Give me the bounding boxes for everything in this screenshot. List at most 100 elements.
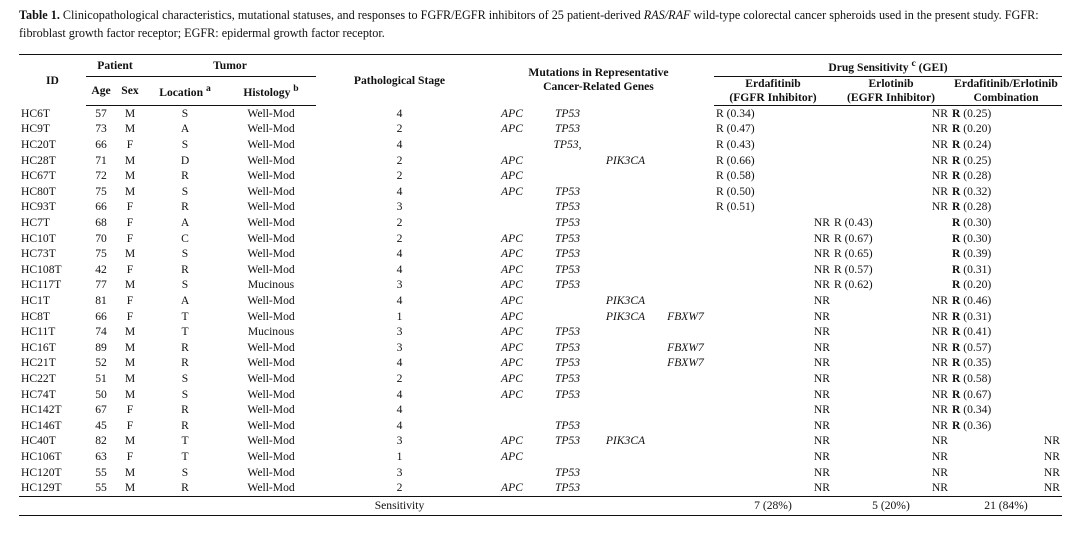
response-flag: R <box>952 262 961 276</box>
cell-sex: M <box>124 325 136 339</box>
table-row: HC11T 74 M T Mucinous 3 APC TP53 NR NR R (0.41) <box>19 324 1062 340</box>
cell-apc: APC <box>501 122 523 136</box>
cell-id: HC28T <box>21 153 56 167</box>
response-flag: R <box>952 231 961 245</box>
table-row: HC8T 66 F T Well-Mod 1 APC PIK3CA FBXW7 NR NR R (0.… <box>19 309 1062 325</box>
cell-apc: APC <box>501 247 523 261</box>
cell-location: T <box>181 309 189 323</box>
header-location-label: Location <box>159 86 204 100</box>
cell-pik3ca: PIK3CA <box>605 434 646 448</box>
table-row: HC93T 66 F R Well-Mod 3 TP53 R (0.51) NR R (0.28) <box>19 199 1062 215</box>
cell-combination: R (0.31) <box>950 309 1062 325</box>
header-id: ID <box>19 54 86 106</box>
cell-erdafitinib: R (0.43) <box>716 138 755 152</box>
cell-location: S <box>181 106 189 120</box>
cell-combination: R (0.24) <box>950 137 1062 153</box>
cell-combination: NR <box>1043 465 1060 479</box>
cell-location: S <box>181 184 189 198</box>
cell-sex: M <box>124 371 136 385</box>
cell-pik3ca <box>594 168 657 184</box>
cell-erdafitinib: NR <box>813 262 830 276</box>
cell-stage: 3 <box>396 340 403 354</box>
cell-combination: NR <box>950 480 1062 497</box>
cell-age: 57 <box>95 106 107 120</box>
cell-pik3ca <box>594 215 657 231</box>
cell-sex: F <box>126 449 134 463</box>
cell-apc: APC <box>501 309 523 323</box>
cell-histology: Well-Mod <box>247 293 295 307</box>
response-flag: R <box>952 418 961 432</box>
response-value: (0.20) <box>960 122 992 136</box>
table-row: HC22T 51 M S Well-Mod 2 APC TP53 NR NR R (0.58) <box>19 371 1062 387</box>
cell-histology: Well-Mod <box>247 122 295 136</box>
response-flag: R <box>952 216 961 230</box>
cell-tp53: TP53 <box>554 340 581 354</box>
cell-location: S <box>181 247 189 261</box>
cell-erlotinib: NR <box>931 293 948 307</box>
table-row: HC40T 82 M T Well-Mod 3 APC TP53 PIK3CA NR NR NR <box>19 433 1062 449</box>
table-row: HC142T 67 F R Well-Mod 4 NR NR R (0.34) <box>19 402 1062 418</box>
cell-fbxw7 <box>657 231 714 247</box>
cell-pik3ca <box>594 340 657 356</box>
cell-histology: Well-Mod <box>247 231 295 245</box>
response-value: (0.28) <box>960 200 992 214</box>
cell-tp53: TP53 <box>554 262 581 276</box>
table-row: HC20T 66 F S Well-Mod 4 TP53, R (0.43) NR R (0.24… <box>19 137 1062 153</box>
cell-stage: 4 <box>396 293 403 307</box>
cell-combination: R (0.35) <box>950 355 1062 371</box>
table-row: HC129T 55 M R Well-Mod 2 APC TP53 NR NR NR <box>19 480 1062 497</box>
response-value: (0.36) <box>960 418 992 432</box>
response-flag: R <box>952 122 961 136</box>
cell-combination: R (0.67) <box>950 387 1062 403</box>
cell-histology: Well-Mod <box>247 418 295 432</box>
cell-tp53: TP53 <box>554 106 581 120</box>
header-drug-sup: c <box>911 58 916 69</box>
cell-histology: Well-Mod <box>247 216 295 230</box>
cell-age: 72 <box>95 169 107 183</box>
cell-erlotinib: NR <box>931 153 948 167</box>
cell-erlotinib: NR <box>931 122 948 136</box>
cell-fbxw7 <box>657 371 714 387</box>
cell-sex: M <box>124 356 136 370</box>
table-caption: Table 1. Clinicopathological characteris… <box>19 6 1059 42</box>
table-row: HC16T 89 M R Well-Mod 3 APC TP53 FBXW7 NR NR R (0.5… <box>19 340 1062 356</box>
cell-combination: R (0.58) <box>950 371 1062 387</box>
cell-sex: F <box>126 418 134 432</box>
cell-pik3ca <box>594 355 657 371</box>
table-row: HC28T 71 M D Well-Mod 2 APC PIK3CA R (0.66) NR R (… <box>19 153 1062 169</box>
cell-sex: F <box>126 309 134 323</box>
cell-apc: APC <box>501 106 523 120</box>
cell-erdafitinib: NR <box>813 293 830 307</box>
cell-erlotinib: NR <box>931 106 948 120</box>
cell-age: 74 <box>95 325 107 339</box>
cell-tp53: TP53 <box>554 418 581 432</box>
cell-erdafitinib: NR <box>813 465 830 479</box>
cell-combination: R (0.30) <box>950 215 1062 231</box>
cell-age: 51 <box>95 371 107 385</box>
table-row: HC7T 68 F A Well-Mod 2 TP53 NR R (0.43) R (0.30) <box>19 215 1062 231</box>
response-value: (0.30) <box>960 216 992 230</box>
cell-tp53: TP53 <box>541 480 594 497</box>
cell-fbxw7 <box>657 121 714 137</box>
cell-pik3ca <box>594 137 657 153</box>
cell-apc <box>483 137 541 153</box>
table-body: HC6T 57 M S Well-Mod 4 APC TP53 R (0.34) NR R (0.2… <box>19 105 1062 497</box>
cell-age: 81 <box>95 293 107 307</box>
cell-histology: Well-Mod <box>247 371 295 385</box>
cell-age: 89 <box>95 340 107 354</box>
response-value: (0.39) <box>960 247 992 261</box>
cell-fbxw7 <box>657 105 714 121</box>
cell-id: HC1T <box>21 293 50 307</box>
cell-histology: Well-Mod <box>247 449 295 463</box>
cell-fbxw7 <box>657 246 714 262</box>
cell-tp53: TP53 <box>554 465 581 479</box>
cell-erdafitinib: NR <box>813 231 830 245</box>
response-value: (0.30) <box>960 231 992 245</box>
cell-pik3ca <box>594 277 657 293</box>
cell-combination: R (0.36) <box>950 418 1062 434</box>
cell-id: HC108T <box>21 262 62 276</box>
cell-erdafitinib: R (0.51) <box>716 200 755 214</box>
response-flag: R <box>952 325 961 339</box>
cell-combination: R (0.28) <box>950 168 1062 184</box>
cell-apc: APC <box>501 169 523 183</box>
